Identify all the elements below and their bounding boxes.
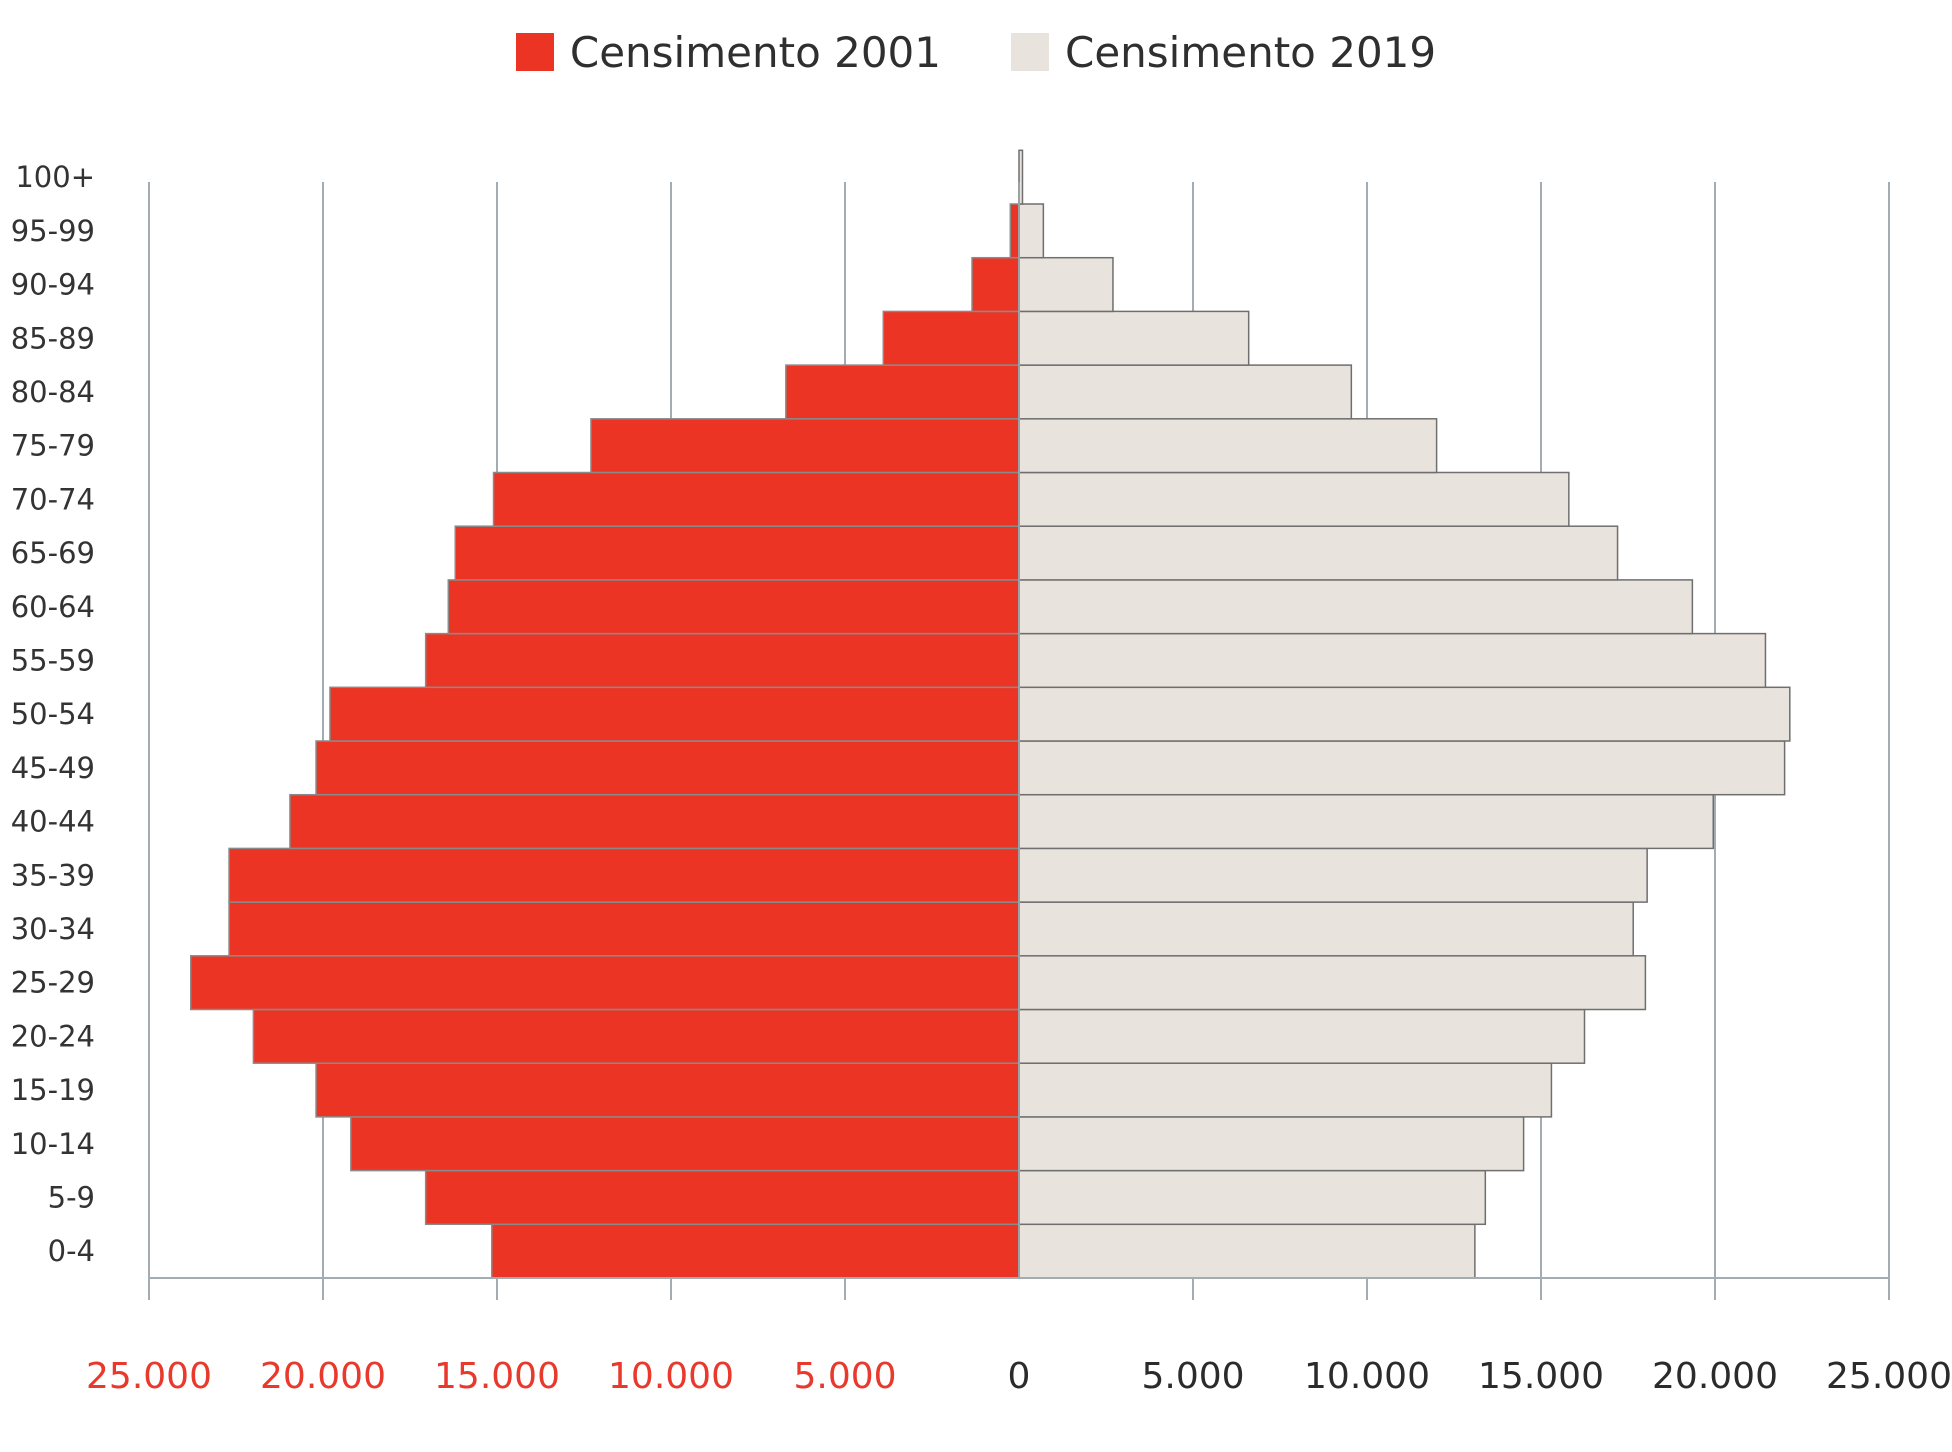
legend-label-2019: Censimento 2019 <box>1065 27 1437 77</box>
bar-2001-85-89 <box>882 310 1020 366</box>
x-tick-label-8: 15.000 <box>1478 1356 1604 1397</box>
y-tick-label-100+: 100+ <box>15 160 95 194</box>
y-tick-label-40-44: 40-44 <box>11 805 95 839</box>
y-tick-label-90-94: 90-94 <box>11 268 95 302</box>
bar-2001-95-99 <box>1009 203 1020 259</box>
bar-2001-80-84 <box>785 364 1020 420</box>
x-tick-label-5: 0 <box>1008 1356 1031 1397</box>
bar-2001-45-49 <box>315 740 1020 796</box>
bar-2019-40-44 <box>1018 793 1715 850</box>
bar-2019-100+ <box>1018 149 1024 205</box>
y-tick-label-20-24: 20-24 <box>11 1019 95 1053</box>
bar-2019-60-64 <box>1018 579 1694 635</box>
x-tick-label-1: 20.000 <box>260 1356 386 1397</box>
x-tick-label-10: 25.000 <box>1826 1356 1952 1397</box>
bar-2019-55-59 <box>1018 632 1767 689</box>
labels: 25.000 20.000 15.000 10.000 5.000 0 5.000 10.00… <box>11 160 1952 1397</box>
bar-2001-40-44 <box>289 793 1020 850</box>
bar-2001-90-94 <box>971 256 1020 313</box>
bar-2019-0-4 <box>1018 1223 1476 1279</box>
y-tick-label-50-54: 50-54 <box>11 697 95 731</box>
legend-swatch-2001 <box>515 33 554 71</box>
y-tick-label-25-29: 25-29 <box>11 966 95 1000</box>
x-tick-label-6: 5.000 <box>1141 1356 1244 1397</box>
bar-2019-45-49 <box>1018 740 1786 796</box>
bar-2001-70-74 <box>492 471 1020 527</box>
bar-2019-30-34 <box>1018 901 1634 957</box>
y-tick-label-85-89: 85-89 <box>11 321 95 355</box>
y-tick-label-10-14: 10-14 <box>11 1127 95 1161</box>
bar-2001-15-19 <box>315 1062 1020 1118</box>
bar-2001-25-29 <box>190 955 1020 1011</box>
x-tick-label-7: 10.000 <box>1304 1356 1430 1397</box>
y-tick-label-0-4: 0-4 <box>48 1234 95 1268</box>
bar-2001-30-34 <box>228 901 1020 957</box>
y-tick-label-95-99: 95-99 <box>11 214 95 248</box>
bar-2019-20-24 <box>1018 1008 1586 1064</box>
y-tick-label-30-34: 30-34 <box>11 912 95 946</box>
x-tick-label-0: 25.000 <box>86 1356 212 1397</box>
y-tick-label-75-79: 75-79 <box>11 429 95 463</box>
bar-2019-5-9 <box>1018 1169 1487 1226</box>
y-tick-label-35-39: 35-39 <box>11 858 95 892</box>
bar-2001-0-4 <box>491 1223 1020 1279</box>
x-tick-label-2: 15.000 <box>434 1356 560 1397</box>
bar-2019-75-79 <box>1018 418 1438 474</box>
y-tick-label-65-69: 65-69 <box>11 536 95 570</box>
bar-2019-70-74 <box>1018 471 1570 527</box>
x-tick-label-9: 20.000 <box>1652 1356 1778 1397</box>
legend-swatch-2019 <box>1011 33 1049 71</box>
y-tick-label-80-84: 80-84 <box>11 375 95 409</box>
bar-2019-95-99 <box>1018 203 1045 259</box>
y-tick-label-55-59: 55-59 <box>11 643 95 677</box>
y-tick-label-5-9: 5-9 <box>48 1180 95 1214</box>
legend-item-2001: Censimento 2001 <box>515 27 941 77</box>
bar-2001-65-69 <box>454 525 1020 581</box>
bar-2001-55-59 <box>424 632 1020 689</box>
bar-2019-50-54 <box>1018 686 1791 742</box>
bars <box>190 149 1791 1279</box>
bar-2019-10-14 <box>1018 1116 1525 1172</box>
y-tick-label-60-64: 60-64 <box>11 590 95 624</box>
bar-2001-20-24 <box>252 1008 1020 1064</box>
bar-2001-10-14 <box>350 1116 1020 1172</box>
bar-2019-90-94 <box>1018 256 1114 313</box>
y-tick-label-45-49: 45-49 <box>11 751 95 785</box>
x-tick-label-4: 5.000 <box>793 1356 896 1397</box>
y-tick-label-70-74: 70-74 <box>11 482 95 516</box>
bar-2019-15-19 <box>1018 1062 1553 1118</box>
bar-2001-60-64 <box>447 579 1020 635</box>
bar-2001-5-9 <box>424 1169 1020 1226</box>
bar-2019-85-89 <box>1018 310 1250 366</box>
y-tick-label-15-19: 15-19 <box>11 1073 95 1107</box>
bar-2019-35-39 <box>1018 847 1648 903</box>
x-tick-label-3: 10.000 <box>608 1356 734 1397</box>
bar-2019-80-84 <box>1018 364 1353 420</box>
bar-2001-75-79 <box>590 418 1020 474</box>
legend-item-2019: Censimento 2019 <box>1011 28 1436 77</box>
chart-legend: Censimento 2001 Censimento 2019 <box>0 22 1952 82</box>
bar-2001-50-54 <box>329 686 1020 742</box>
bar-2019-25-29 <box>1018 955 1647 1011</box>
legend-label-2001: Censimento 2001 <box>569 27 941 77</box>
bar-2019-65-69 <box>1018 525 1619 581</box>
bar-2001-35-39 <box>228 847 1020 903</box>
axes <box>149 182 1889 1279</box>
